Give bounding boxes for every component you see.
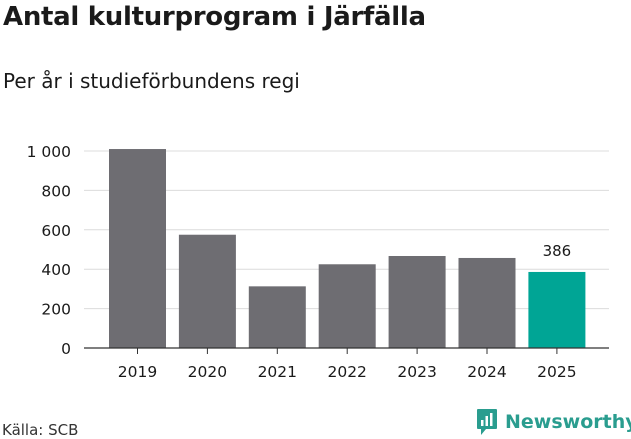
source-note: Källa: SCB xyxy=(2,421,79,439)
y-tick-label: 200 xyxy=(41,301,71,319)
x-tick-label: 2024 xyxy=(467,363,506,381)
bar-2024 xyxy=(458,257,516,348)
brand-name: Newsworthy xyxy=(505,411,631,433)
x-tick-label: 2022 xyxy=(327,363,366,381)
bar-2025 xyxy=(528,271,586,348)
chart-subtitle: Per år i studieförbundens regi xyxy=(3,69,300,93)
bar-2021 xyxy=(248,286,306,348)
x-tick-label: 2023 xyxy=(397,363,436,381)
bar-chart: 0 200 400 600 800 1 000 2019 2020 2021 2022 2023 20… xyxy=(27,143,609,381)
bar-2022 xyxy=(318,264,376,348)
y-tick-label: 400 xyxy=(41,261,71,279)
bar-2019 xyxy=(109,149,166,348)
newsworthy-logo: Newsworthy xyxy=(476,407,631,437)
y-tick-label: 600 xyxy=(41,222,71,240)
x-tick-label: 2019 xyxy=(118,363,157,381)
y-tick-label: 800 xyxy=(41,182,71,200)
x-tick-label: 2021 xyxy=(258,363,297,381)
x-tick-label: 2025 xyxy=(537,363,576,381)
bar-2020 xyxy=(178,234,236,348)
data-label: 386 xyxy=(543,242,572,260)
y-tick-label: 0 xyxy=(61,340,71,358)
x-tick-label: 2020 xyxy=(188,363,227,381)
y-tick-label: 1 000 xyxy=(27,143,71,161)
bar-2023 xyxy=(388,256,446,348)
chart-title: Antal kulturprogram i Järfälla xyxy=(3,2,426,32)
newsworthy-icon xyxy=(477,409,497,435)
